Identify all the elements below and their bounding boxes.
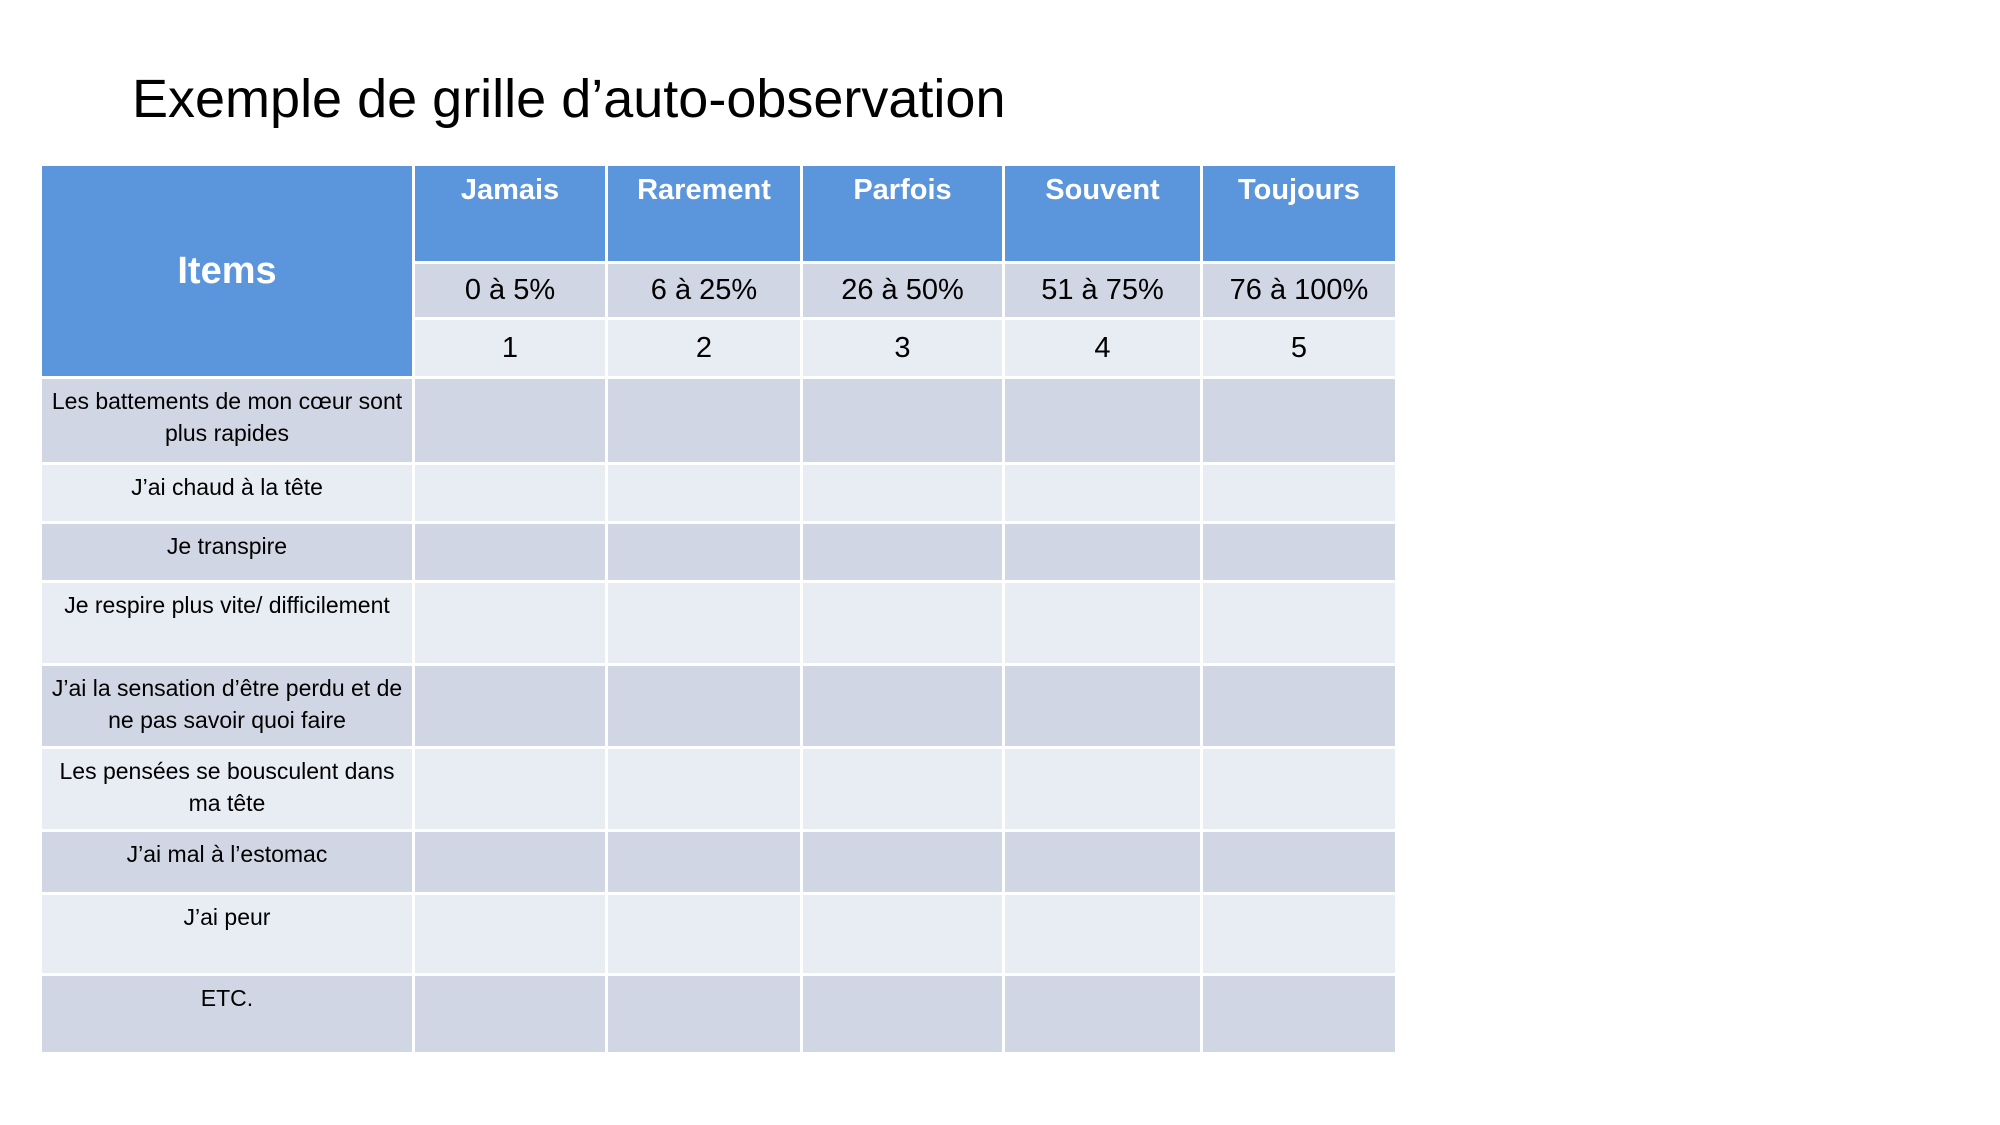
answer-cell[interactable]	[608, 895, 800, 973]
score-toujours: 5	[1203, 320, 1395, 376]
answer-cell[interactable]	[1203, 524, 1395, 580]
answer-cell[interactable]	[1005, 583, 1200, 663]
answer-cell[interactable]	[415, 832, 605, 892]
item-label-breathing: Je respire plus vite/ difficilement	[42, 583, 412, 663]
answer-cell[interactable]	[415, 666, 605, 746]
score-rarement: 2	[608, 320, 800, 376]
answer-cell[interactable]	[803, 749, 1002, 829]
answer-cell[interactable]	[415, 895, 605, 973]
range-toujours: 76 à 100%	[1203, 264, 1395, 317]
range-rarement: 6 à 25%	[608, 264, 800, 317]
answer-cell[interactable]	[803, 666, 1002, 746]
answer-cell[interactable]	[1005, 749, 1200, 829]
item-label-heartbeat: Les battements de mon cœur sont plus rap…	[42, 379, 412, 462]
answer-cell[interactable]	[415, 465, 605, 521]
column-header-rarement: Rarement	[608, 166, 800, 261]
answer-cell[interactable]	[1203, 832, 1395, 892]
slide-title: Exemple de grille d’auto-observation	[132, 69, 1006, 129]
answer-cell[interactable]	[415, 976, 605, 1052]
answer-cell[interactable]	[415, 379, 605, 462]
item-label-fear: J’ai peur	[42, 895, 412, 973]
answer-cell[interactable]	[608, 666, 800, 746]
answer-cell[interactable]	[803, 832, 1002, 892]
score-souvent: 4	[1005, 320, 1200, 376]
answer-cell[interactable]	[608, 749, 800, 829]
range-jamais: 0 à 5%	[415, 264, 605, 317]
answer-cell[interactable]	[1005, 379, 1200, 462]
answer-cell[interactable]	[1203, 379, 1395, 462]
item-label-sweating: Je transpire	[42, 524, 412, 580]
answer-cell[interactable]	[608, 832, 800, 892]
item-label-racing-thoughts: Les pensées se bousculent dans ma tête	[42, 749, 412, 829]
item-label-feeling-lost: J’ai la sensation d’être perdu et de ne …	[42, 666, 412, 746]
answer-cell[interactable]	[803, 976, 1002, 1052]
column-header-parfois: Parfois	[803, 166, 1002, 261]
answer-cell[interactable]	[1005, 895, 1200, 973]
answer-cell[interactable]	[1203, 465, 1395, 521]
answer-cell[interactable]	[415, 749, 605, 829]
answer-cell[interactable]	[1203, 976, 1395, 1052]
answer-cell[interactable]	[1005, 976, 1200, 1052]
item-label-hot-head: J’ai chaud à la tête	[42, 465, 412, 521]
item-label-etc: ETC.	[42, 976, 412, 1052]
score-parfois: 3	[803, 320, 1002, 376]
answer-cell[interactable]	[608, 524, 800, 580]
item-label-stomach: J’ai mal à l’estomac	[42, 832, 412, 892]
answer-cell[interactable]	[803, 895, 1002, 973]
score-jamais: 1	[415, 320, 605, 376]
answer-cell[interactable]	[803, 465, 1002, 521]
column-header-jamais: Jamais	[415, 166, 605, 261]
answer-cell[interactable]	[415, 583, 605, 663]
answer-cell[interactable]	[1005, 465, 1200, 521]
column-header-toujours: Toujours	[1203, 166, 1395, 261]
answer-cell[interactable]	[608, 465, 800, 521]
answer-cell[interactable]	[608, 583, 800, 663]
answer-cell[interactable]	[1203, 666, 1395, 746]
answer-cell[interactable]	[803, 583, 1002, 663]
answer-cell[interactable]	[1005, 832, 1200, 892]
answer-cell[interactable]	[608, 379, 800, 462]
answer-cell[interactable]	[1203, 749, 1395, 829]
range-parfois: 26 à 50%	[803, 264, 1002, 317]
self-observation-grid: Items Jamais Rarement Parfois Souvent To…	[42, 166, 1395, 1052]
range-souvent: 51 à 75%	[1005, 264, 1200, 317]
answer-cell[interactable]	[415, 524, 605, 580]
answer-cell[interactable]	[803, 379, 1002, 462]
answer-cell[interactable]	[1005, 666, 1200, 746]
answer-cell[interactable]	[1203, 583, 1395, 663]
items-header: Items	[42, 166, 412, 376]
answer-cell[interactable]	[608, 976, 800, 1052]
answer-cell[interactable]	[1203, 895, 1395, 973]
column-header-souvent: Souvent	[1005, 166, 1200, 261]
answer-cell[interactable]	[1005, 524, 1200, 580]
answer-cell[interactable]	[803, 524, 1002, 580]
